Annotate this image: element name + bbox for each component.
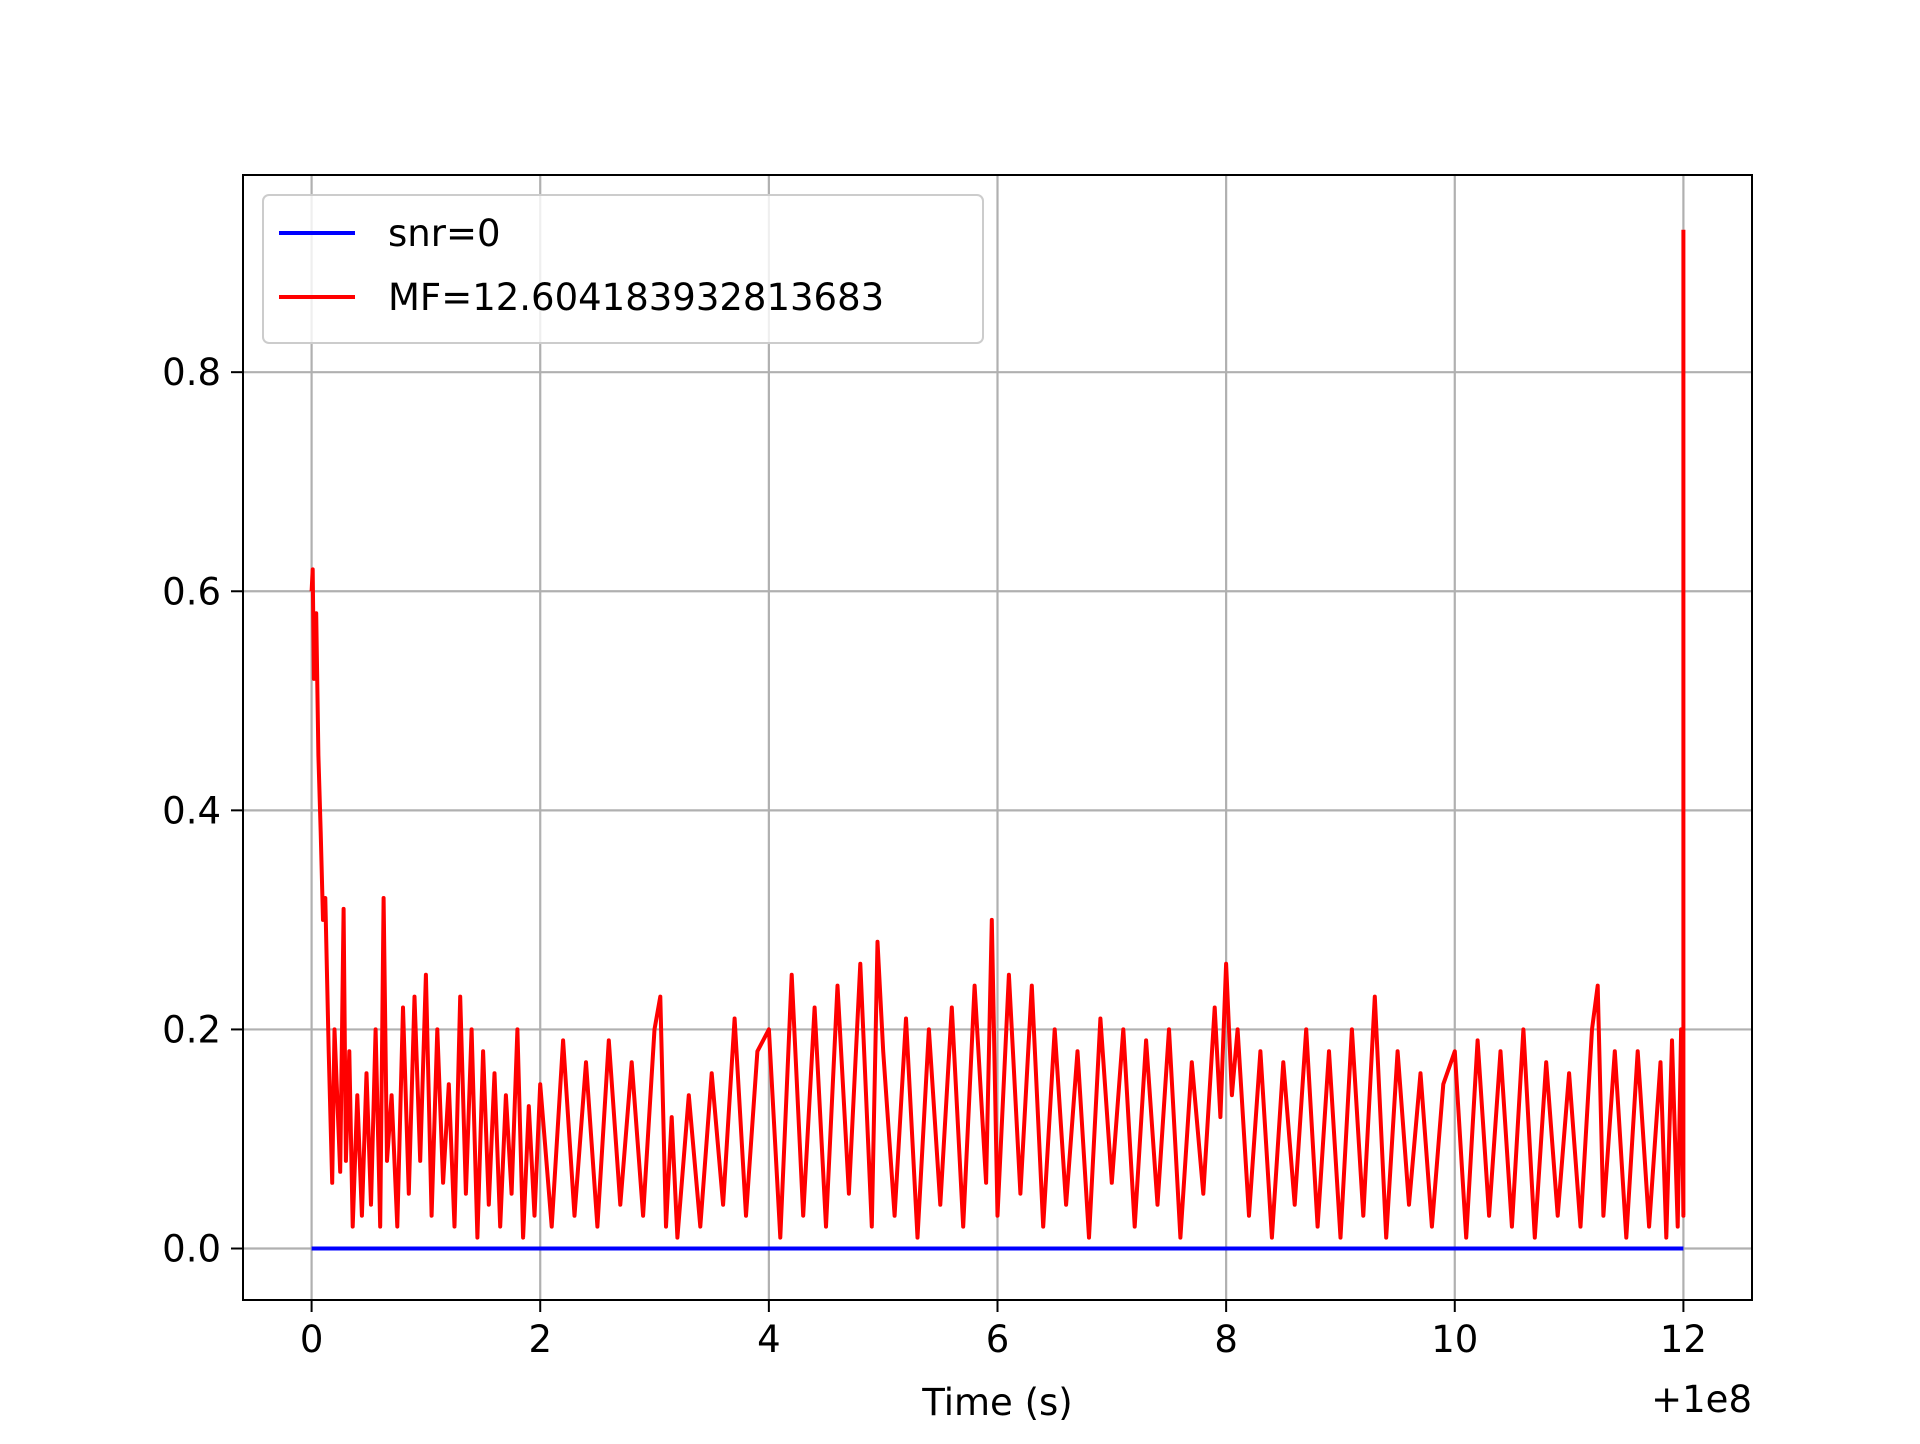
x-axis-offset-label: +1e8 [1651,1378,1752,1421]
legend-label: MF=12.604183932813683 [388,276,884,319]
x-tick-label: 8 [1214,1318,1238,1361]
y-tick-label: 0.2 [162,1008,221,1051]
x-tick-label: 0 [300,1318,324,1361]
x-tick-label: 12 [1660,1318,1707,1361]
legend: snr=0 MF=12.604183932813683 [263,195,983,343]
y-tick-label: 0.6 [162,570,221,613]
y-tick-label: 0.4 [162,789,221,832]
x-axis-label: Time (s) [921,1381,1072,1424]
x-tick-label: 6 [986,1318,1010,1361]
x-tick-label: 2 [528,1318,552,1361]
legend-label: snr=0 [388,212,500,255]
y-tick-label: 0.8 [162,351,221,394]
x-tick-label: 10 [1431,1318,1478,1361]
x-tick-label: 4 [757,1318,781,1361]
y-tick-label: 0.0 [162,1228,221,1271]
legend-box [263,195,983,343]
